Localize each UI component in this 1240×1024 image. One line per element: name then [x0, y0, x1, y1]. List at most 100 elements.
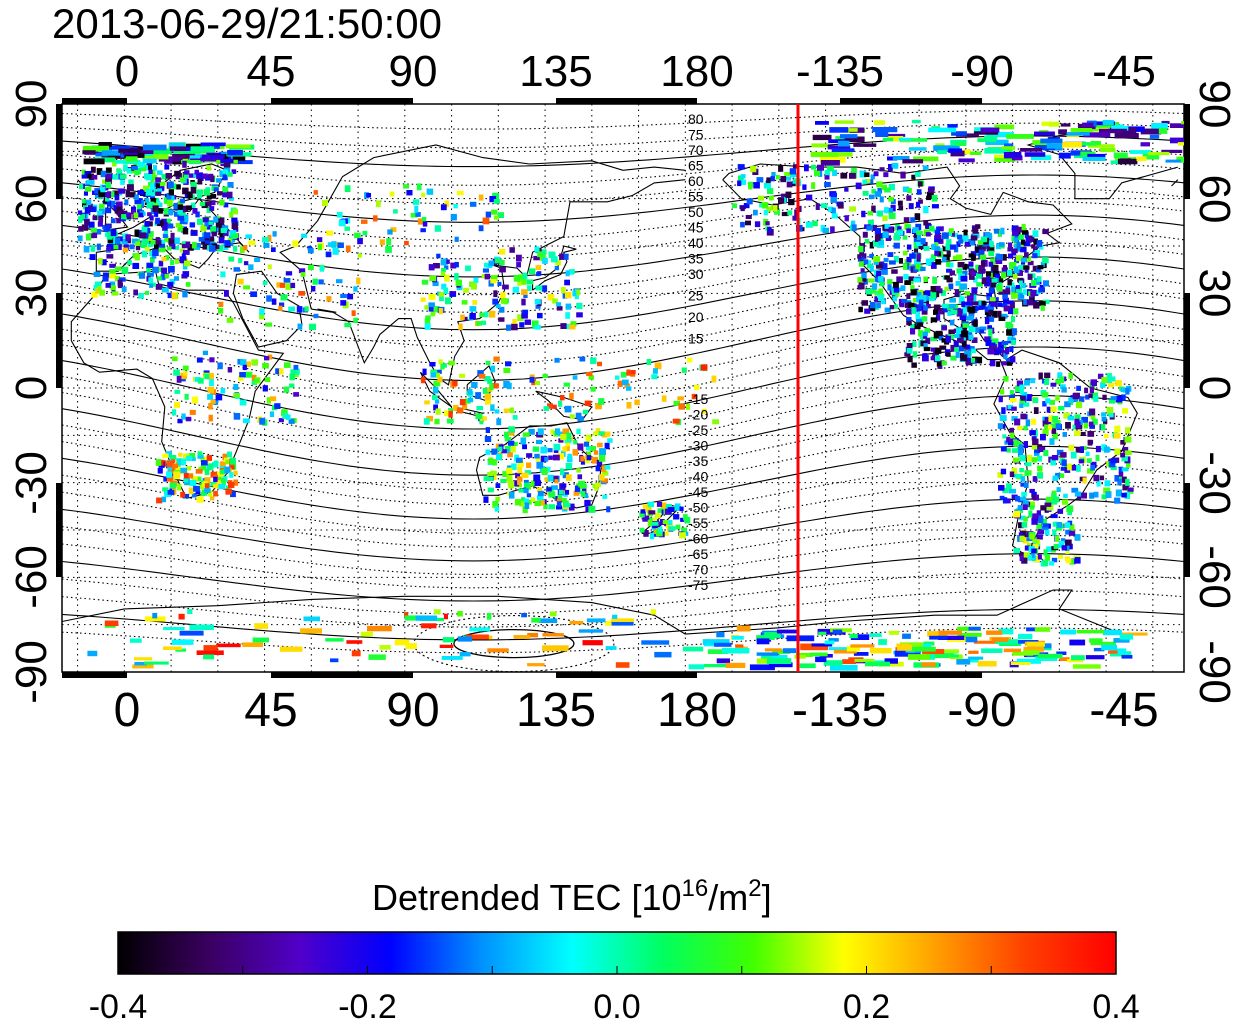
tec-point	[218, 236, 225, 244]
tec-point	[459, 652, 471, 657]
tec-point	[766, 177, 771, 183]
tec-point	[811, 643, 833, 647]
tec-point	[86, 179, 91, 185]
tec-point	[1008, 307, 1014, 315]
tec-point	[864, 308, 871, 314]
tec-point	[115, 160, 141, 164]
tec-point	[1011, 494, 1018, 499]
tec-point	[455, 279, 462, 286]
tec-point	[454, 236, 459, 242]
tec-point	[876, 270, 882, 277]
tec-point	[161, 218, 167, 224]
tec-point	[893, 255, 899, 263]
tec-point	[470, 201, 477, 207]
tec-point	[457, 636, 473, 642]
tec-point	[521, 497, 526, 504]
tec-point	[988, 316, 995, 322]
tec-point	[232, 208, 238, 215]
tec-point	[1019, 555, 1024, 562]
tec-point	[595, 403, 602, 410]
tec-point	[1069, 531, 1076, 536]
tec-point	[439, 294, 444, 302]
tec-point	[1037, 529, 1045, 535]
tec-point	[233, 267, 240, 272]
tec-point	[938, 635, 965, 640]
tec-point	[428, 293, 436, 300]
tec-point	[879, 167, 885, 172]
tec-point	[1033, 555, 1040, 563]
tec-point	[177, 209, 183, 215]
tec-point	[1011, 340, 1016, 346]
tec-point	[336, 279, 343, 284]
tec-point	[862, 179, 867, 184]
tec-point	[946, 239, 952, 246]
tec-point	[196, 243, 201, 248]
tec-point	[105, 178, 112, 185]
tec-point	[1040, 261, 1045, 267]
tec-point	[540, 446, 548, 454]
tec-point	[535, 265, 542, 271]
tec-point	[1024, 152, 1046, 157]
tec-point	[1019, 515, 1026, 521]
tec-point	[1028, 274, 1033, 280]
tec-point	[177, 418, 183, 424]
tec-point	[998, 316, 1006, 321]
tec-point	[1105, 491, 1112, 498]
tec-point	[175, 222, 183, 228]
tec-point	[523, 292, 528, 298]
tec-point	[961, 301, 966, 308]
tec-point	[949, 298, 956, 303]
tec-point	[189, 222, 196, 228]
tec-point	[150, 183, 155, 190]
tec-point	[851, 167, 857, 173]
tec-point	[104, 192, 109, 198]
tec-point	[1006, 361, 1013, 366]
tec-point	[166, 218, 171, 225]
tec-point	[182, 290, 188, 298]
tec-point	[421, 216, 427, 222]
tec-point	[84, 171, 92, 176]
tec-point	[1035, 656, 1058, 661]
tec-point	[911, 119, 921, 124]
tec-point	[167, 181, 174, 188]
tec-point	[519, 322, 525, 328]
tec-point	[907, 188, 912, 194]
tec-point	[233, 392, 240, 398]
tec-point	[897, 200, 903, 206]
tec-point	[203, 645, 218, 651]
tec-point	[1011, 293, 1018, 299]
tec-point	[147, 164, 152, 170]
tec-point	[806, 194, 813, 201]
tec-point	[482, 217, 490, 225]
tec-point	[527, 632, 539, 638]
tec-point	[512, 319, 517, 324]
tec-point	[1111, 376, 1116, 382]
tec-point	[667, 507, 675, 512]
tec-point	[422, 368, 427, 376]
tec-point	[186, 455, 193, 461]
lat-tick-label: 60	[1190, 175, 1239, 224]
tec-point	[979, 254, 987, 260]
tec-point	[158, 260, 164, 267]
tec-point	[1011, 406, 1017, 411]
tec-point	[344, 185, 351, 192]
contour-label: 20	[688, 309, 704, 325]
tec-point	[865, 178, 871, 183]
tec-point	[1045, 529, 1050, 536]
tec-point	[262, 363, 269, 369]
tec-point	[127, 260, 132, 265]
tec-point	[1044, 424, 1050, 429]
tec-point	[293, 364, 299, 370]
tec-point	[433, 609, 441, 615]
tec-point	[558, 438, 564, 443]
tec-point	[935, 259, 942, 265]
tec-point	[1113, 152, 1128, 159]
tec-point	[961, 330, 968, 338]
tec-point	[191, 479, 196, 487]
tec-point	[1038, 244, 1044, 250]
tec-point	[1012, 651, 1034, 656]
tec-point	[125, 190, 131, 198]
tec-point	[340, 300, 347, 306]
tec-point	[222, 453, 228, 461]
tec-point	[926, 653, 954, 659]
